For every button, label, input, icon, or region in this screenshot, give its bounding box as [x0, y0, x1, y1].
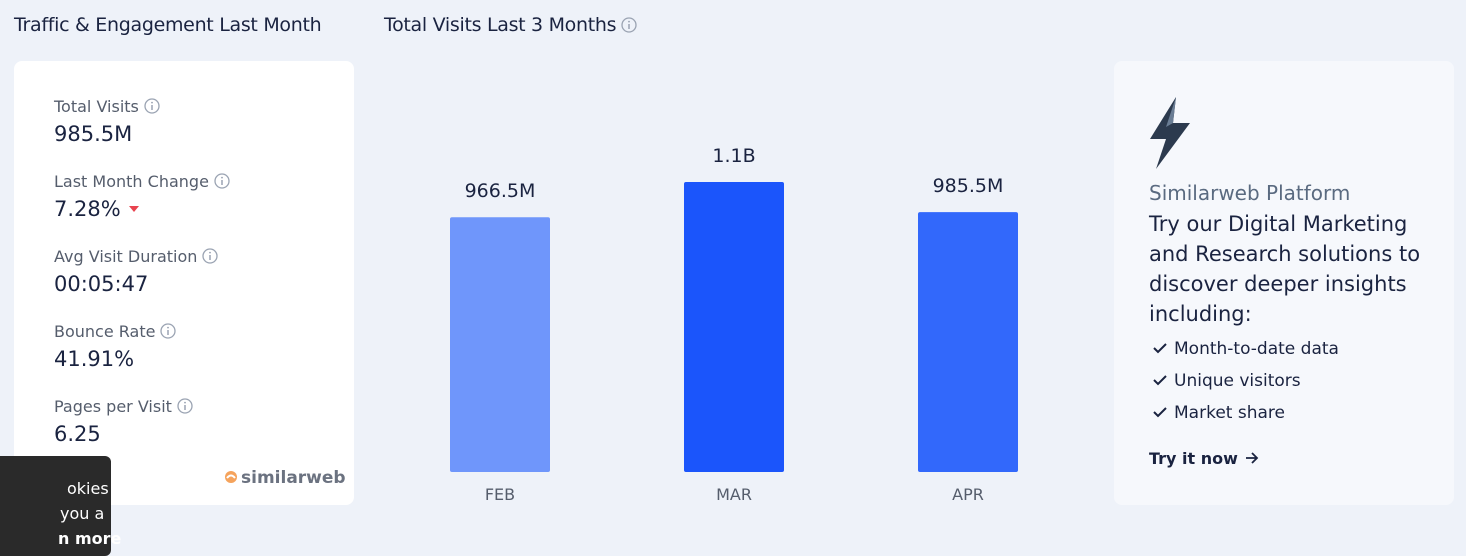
- metric-value: 41.91%: [54, 347, 134, 371]
- feature-item: Market share: [1152, 403, 1285, 423]
- cookie-text: n more: [58, 529, 122, 548]
- metric-label-text: Total Visits: [54, 97, 139, 116]
- chart-title-text: Total Visits Last 3 Months: [384, 14, 617, 36]
- x-tick-label: MAR: [716, 485, 752, 504]
- promo-card: Similarweb Platform Try our Digital Mark…: [1114, 61, 1454, 505]
- x-tick-label: APR: [952, 485, 984, 504]
- metric-label-text: Bounce Rate: [54, 322, 156, 341]
- feature-text: Market share: [1174, 403, 1285, 423]
- promo-title: Similarweb Platform: [1149, 181, 1351, 205]
- chart-title: Total Visits Last 3 Months: [384, 14, 637, 36]
- value-label: 1.1B: [712, 145, 755, 167]
- metric-value: 985.5M: [54, 122, 132, 146]
- metric-value: 6.25: [54, 422, 101, 446]
- metric-label: Last Month Change: [54, 172, 230, 191]
- metric-label-text: Last Month Change: [54, 172, 209, 191]
- metric-value-text: 6.25: [54, 422, 101, 446]
- metric-value-text: 41.91%: [54, 347, 135, 371]
- brand-name: similarweb: [241, 468, 346, 488]
- cta-text[interactable]: Try it now: [1149, 449, 1238, 468]
- metric-value-text: 00:05:47: [54, 272, 149, 296]
- metrics-card: Total Visits 985.5M Last Month Change 7.28%…: [14, 61, 354, 505]
- metric-label: Avg Visit Duration: [54, 247, 219, 266]
- cta-link[interactable]: Try it now: [1149, 449, 1260, 468]
- cookie-text: okies: [67, 479, 109, 498]
- feature-text: Unique visitors: [1174, 371, 1301, 391]
- feature-text: Month-to-date data: [1174, 339, 1339, 359]
- metric-value: 00:05:47: [54, 272, 148, 296]
- info-icon[interactable]: [621, 17, 637, 33]
- feature-item: Month-to-date data: [1152, 339, 1339, 359]
- x-tick-label: FEB: [485, 485, 515, 504]
- value-label: 985.5M: [933, 175, 1004, 197]
- feature-item: Unique visitors: [1152, 371, 1301, 391]
- metric-value-text: 985.5M: [54, 122, 133, 146]
- brand-logo: similarweb: [224, 468, 346, 488]
- metric-label: Bounce Rate: [54, 322, 177, 341]
- metric-value-text: 7.28%: [54, 197, 121, 221]
- lightning-icon: [1150, 97, 1190, 169]
- metric-label-text: Avg Visit Duration: [54, 247, 198, 266]
- bar: [918, 212, 1018, 472]
- cookie-text: you a: [60, 504, 105, 523]
- cookie-banner: okies you a n more: [0, 456, 122, 556]
- bar-chart: 966.5M FEB 1.1B MAR 985.5M APR: [450, 145, 1018, 504]
- section-title: Traffic & Engagement Last Month: [14, 14, 322, 36]
- bar: [684, 182, 784, 472]
- promo-text: Try our Digital Marketing and Research s…: [1149, 212, 1421, 326]
- value-label: 966.5M: [465, 180, 536, 202]
- bar: [450, 217, 550, 472]
- metric-label: Pages per Visit: [54, 397, 193, 416]
- metric-value: 7.28%: [54, 197, 141, 221]
- metric-label-text: Pages per Visit: [54, 397, 172, 416]
- down-arrow: [128, 206, 139, 212]
- metric-label: Total Visits: [54, 97, 160, 116]
